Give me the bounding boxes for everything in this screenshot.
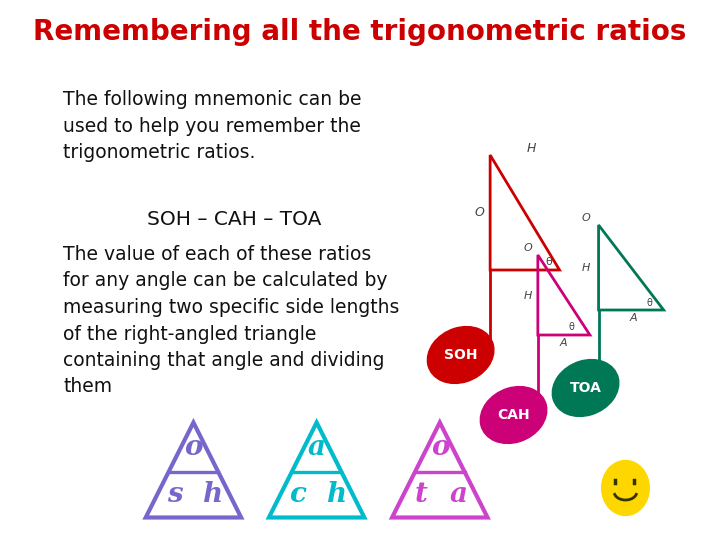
Text: H: H (581, 263, 590, 273)
Text: The value of each of these ratios
for any angle can be calculated by
measuring t: The value of each of these ratios for an… (63, 245, 400, 396)
Text: H: H (527, 141, 536, 154)
Text: θ: θ (569, 322, 575, 332)
Ellipse shape (480, 387, 546, 443)
Text: O: O (581, 213, 590, 223)
Text: Remembering all the trigonometric ratios: Remembering all the trigonometric ratios (33, 18, 687, 46)
Text: s: s (166, 481, 182, 508)
Text: o: o (431, 434, 449, 461)
Text: H: H (523, 291, 531, 301)
Ellipse shape (552, 360, 618, 416)
Text: O: O (474, 206, 485, 219)
Text: h: h (325, 481, 346, 508)
Text: The following mnemonic can be
used to help you remember the
trigonometric ratios: The following mnemonic can be used to he… (63, 90, 362, 162)
Text: O: O (523, 243, 532, 253)
Text: c: c (289, 481, 306, 508)
Text: CAH: CAH (498, 408, 530, 422)
Text: θ: θ (545, 257, 552, 267)
Text: θ: θ (647, 298, 653, 308)
Text: A: A (560, 338, 567, 348)
Text: A: A (629, 313, 637, 323)
Text: TOA: TOA (570, 381, 601, 395)
Ellipse shape (602, 461, 649, 516)
Text: SOH: SOH (444, 348, 477, 362)
Text: SOH – CAH – TOA: SOH – CAH – TOA (148, 210, 322, 229)
Text: o: o (184, 434, 203, 461)
Text: a: a (307, 434, 325, 461)
Ellipse shape (428, 327, 494, 383)
Text: t: t (414, 481, 427, 508)
Text: h: h (202, 481, 222, 508)
Text: a: a (450, 481, 468, 508)
